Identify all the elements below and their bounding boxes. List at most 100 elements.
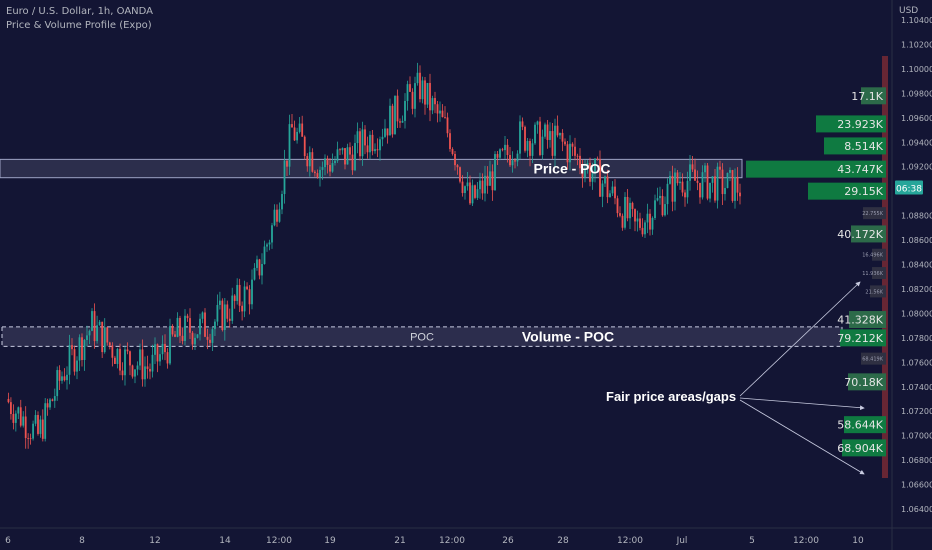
candle (541, 136, 544, 156)
zone-box (0, 158, 743, 179)
candle (194, 337, 196, 345)
y-tick-label: 1.09600 (901, 114, 932, 123)
candle (346, 147, 349, 165)
x-tick-label: 19 (324, 536, 336, 546)
candle (446, 117, 449, 134)
candle (278, 209, 281, 222)
y-tick-label: 1.06600 (901, 481, 932, 490)
candle (76, 360, 78, 372)
volume-bar (842, 439, 886, 457)
candle (46, 403, 49, 408)
candle (161, 343, 164, 355)
candle (706, 165, 709, 199)
candle (324, 158, 326, 168)
candle (258, 259, 261, 276)
candle (251, 279, 253, 305)
candle (108, 342, 111, 346)
candle (469, 182, 471, 204)
candle (414, 83, 416, 109)
candle (666, 183, 669, 205)
candle (694, 169, 696, 181)
y-tick-label: 1.10400 (901, 16, 932, 25)
candle (639, 218, 641, 228)
candle (51, 399, 54, 401)
candle (484, 175, 486, 194)
candle (646, 213, 649, 223)
candle (729, 170, 731, 173)
candle (534, 124, 536, 144)
candle (341, 148, 344, 151)
y-tick-label: 1.09200 (901, 163, 932, 172)
candle (371, 134, 374, 152)
candle (559, 132, 561, 136)
candle (566, 144, 569, 163)
volume-bar (849, 311, 886, 329)
y-tick-label: 1.06800 (901, 456, 932, 465)
volume-bar-label: 16.496K (862, 253, 883, 259)
volume-bar-label: 29.15K (844, 185, 883, 198)
candle (154, 344, 156, 355)
volume-bar-label: 70.18K (844, 376, 883, 389)
candle (114, 357, 116, 364)
candle (103, 327, 106, 353)
candle (364, 129, 366, 146)
candle (611, 186, 614, 194)
candle (316, 173, 319, 178)
candle (181, 335, 184, 342)
candle (214, 321, 216, 330)
candle (211, 329, 214, 343)
candle (166, 352, 169, 364)
candle (389, 105, 391, 136)
candle (91, 311, 93, 331)
candle (656, 198, 659, 201)
candle (276, 209, 278, 222)
candle (496, 154, 499, 158)
volume-profile-strip (882, 56, 888, 478)
candle (101, 321, 104, 353)
candle (519, 121, 521, 154)
candle (281, 194, 283, 210)
volume-bar-label: 40.172K (837, 228, 883, 241)
candle (201, 312, 204, 319)
candle (32, 423, 34, 439)
candle (34, 415, 37, 424)
volume-bar (870, 285, 886, 298)
candle (401, 120, 404, 123)
candle (17, 407, 20, 414)
volume-bar (872, 248, 886, 261)
y-tick-label: 1.07400 (901, 383, 932, 392)
candle (684, 192, 686, 198)
candle (614, 186, 616, 199)
candle (314, 171, 316, 174)
candle (641, 227, 644, 235)
candle (494, 154, 496, 191)
candle (556, 125, 559, 136)
candle (454, 153, 456, 166)
candle (679, 181, 681, 184)
candle (724, 188, 726, 195)
candle (293, 127, 296, 141)
y-tick-label: 1.09400 (901, 138, 932, 147)
candle (554, 125, 556, 156)
annotation-arrows (739, 281, 865, 475)
volume-bar (840, 329, 886, 347)
candle (24, 416, 27, 439)
candle (574, 146, 576, 156)
candle (626, 196, 629, 219)
currency-label[interactable]: USD (899, 6, 919, 16)
candle (644, 222, 646, 235)
candle (409, 84, 411, 92)
candle (288, 124, 291, 167)
y-tick-label: 1.06400 (901, 505, 932, 514)
candle (531, 143, 534, 156)
candle (396, 95, 399, 122)
candle (636, 218, 639, 222)
candle (119, 348, 121, 371)
candle (714, 176, 716, 201)
candle (451, 149, 454, 154)
candle (734, 176, 736, 201)
candle (221, 300, 224, 331)
candle (58, 370, 61, 381)
candle (576, 155, 579, 157)
